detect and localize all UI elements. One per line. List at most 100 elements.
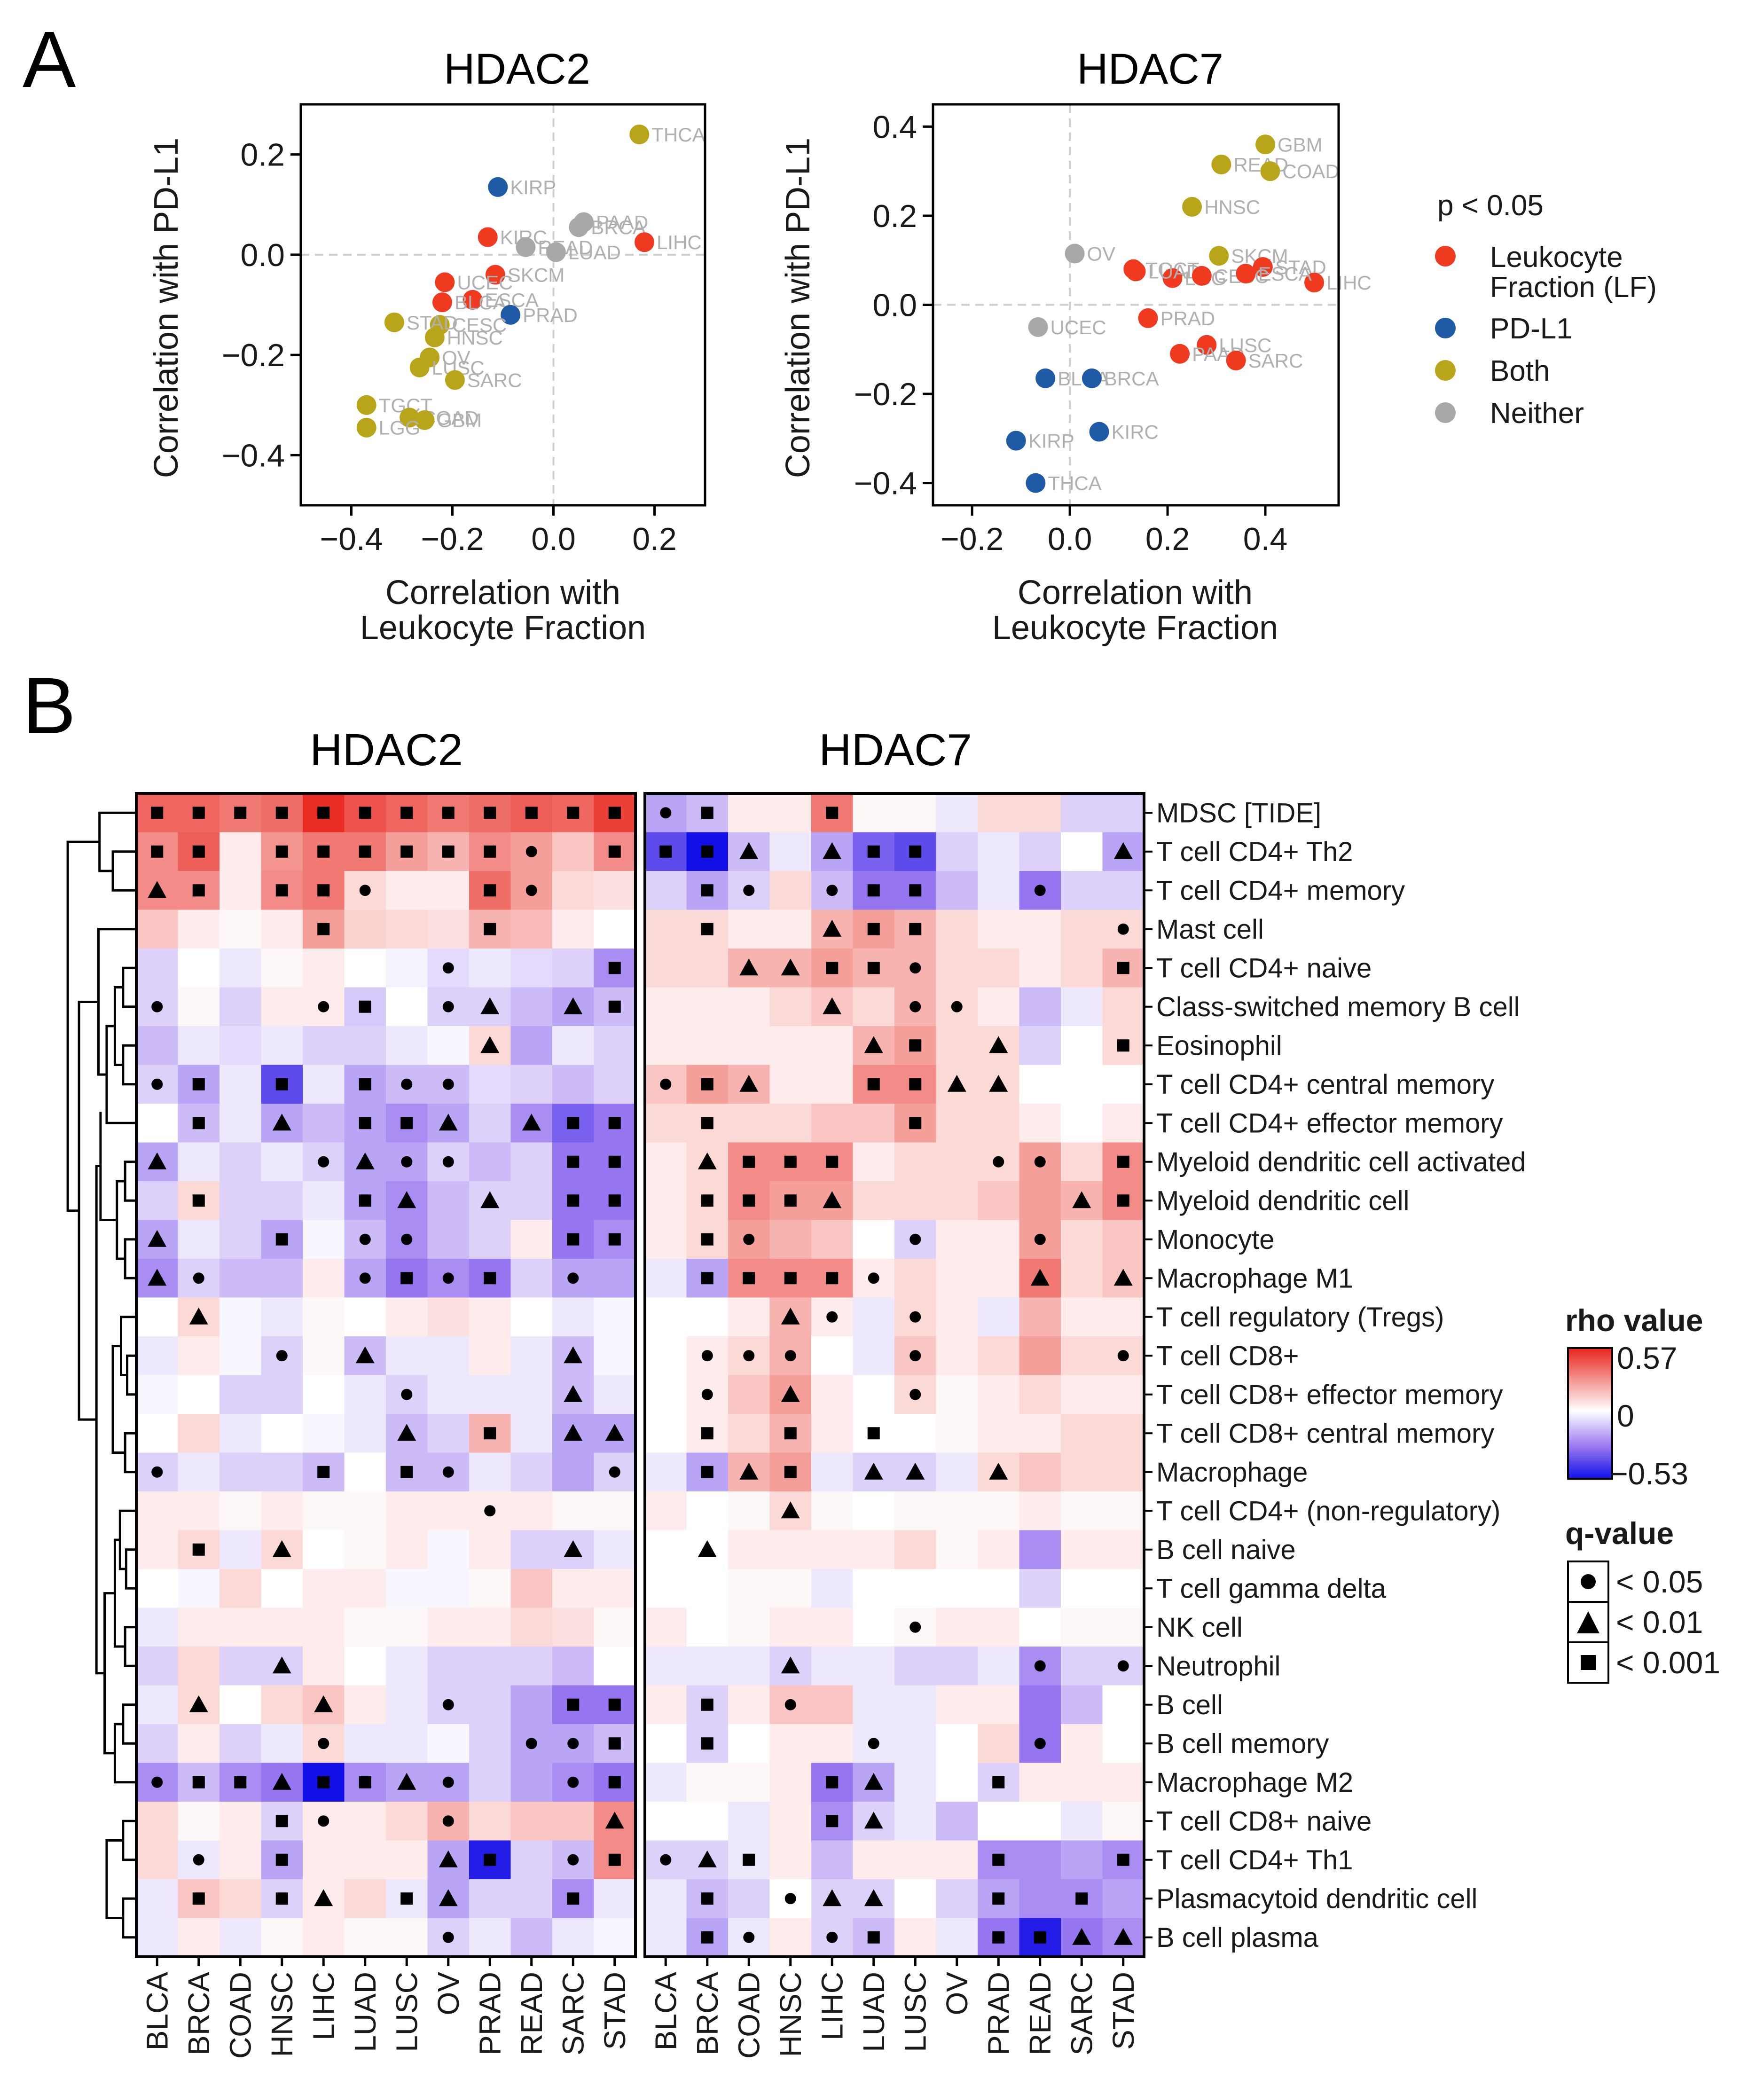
- heatmap-cell: [1019, 1763, 1061, 1802]
- heatmap-cell: [645, 1336, 687, 1376]
- heatmap-cell: [552, 1065, 595, 1104]
- qvalue-circle-marker: [567, 1776, 579, 1788]
- qvalue-square-marker: [442, 807, 455, 819]
- qvalue-triangle-marker: [947, 1074, 966, 1092]
- qvalue-square-marker: [359, 807, 371, 819]
- colorbar-gradient: [1567, 1347, 1613, 1480]
- heatmap-cell: [894, 1802, 937, 1841]
- heatmap-cell: [303, 1840, 345, 1880]
- qvalue-square-marker: [275, 807, 288, 819]
- point-label-gbm: GBM: [1278, 133, 1323, 156]
- heatmap-cell: [728, 1724, 770, 1764]
- qvalue-square-marker: [701, 1117, 713, 1129]
- column-label-read: READ: [1023, 1972, 1057, 2055]
- heatmap-cell: [220, 1647, 262, 1686]
- point-label-ucec: UCEC: [457, 272, 513, 294]
- heatmap-cell: [1102, 1452, 1145, 1492]
- heatmap-cell: [728, 1802, 770, 1841]
- heatmap-cell: [1019, 987, 1061, 1027]
- x-tick-label: −0.2: [941, 521, 1004, 557]
- heatmap-cell: [261, 1452, 303, 1492]
- heatmap-cell: [427, 1647, 470, 1686]
- heatmap-cell: [1061, 832, 1103, 871]
- heatmap-cell: [894, 1142, 937, 1182]
- heatmap-cell: [552, 1026, 595, 1066]
- qvalue-square-marker: [992, 1776, 1005, 1788]
- heatmap-cell: [645, 1375, 687, 1414]
- qvalue-triangle-marker: [397, 1772, 416, 1790]
- scatter-point-cesc: [1192, 266, 1212, 286]
- heatmap-cell: [220, 1026, 262, 1066]
- heatmap-cell: [344, 1647, 386, 1686]
- qvalue-circle-marker: [701, 1388, 713, 1400]
- point-label-thca: THCA: [1048, 472, 1101, 494]
- heatmap-cell: [1102, 1065, 1145, 1104]
- dendrogram-branch: [111, 1345, 125, 1454]
- heatmap-cell: [552, 1918, 595, 1957]
- qvalue-circle-marker: [660, 807, 672, 819]
- point-label-kirc: KIRC: [1112, 421, 1159, 443]
- heatmap-cell: [427, 871, 470, 910]
- heatmap-cell: [220, 1142, 262, 1182]
- column-label-lusc: LUSC: [898, 1972, 932, 2052]
- heatmap-cell: [645, 1142, 687, 1182]
- scatter-point-blca: [1035, 368, 1056, 388]
- scatter-hdac2: HDAC2 Correlation with Leukocyte Fractio…: [148, 45, 706, 647]
- qvalue-square-marker: [1075, 1892, 1088, 1905]
- qvalue-circle-marker: [442, 1776, 454, 1788]
- heatmap-cell: [728, 1375, 770, 1414]
- heatmap-cell: [686, 949, 729, 988]
- column-label-sarc: SARC: [556, 1972, 590, 2055]
- heatmap-cell: [978, 949, 1020, 988]
- heatmap-cell: [510, 1181, 553, 1221]
- heatmap-cell: [178, 1026, 220, 1066]
- heatmap-cell: [136, 1026, 179, 1066]
- heatmap-cell: [1061, 1802, 1103, 1841]
- heatmap-cell: [936, 832, 978, 871]
- heatmap-cell: [853, 1840, 895, 1880]
- heatmap-cell: [552, 1608, 595, 1647]
- qvalue-square-marker: [275, 1892, 288, 1905]
- heatmap-cell: [261, 1918, 303, 1957]
- heatmap-cell: [386, 1491, 428, 1531]
- qvalue-square-marker: [1117, 1853, 1129, 1866]
- heatmap-cell: [1102, 1724, 1145, 1764]
- qvalue-square-marker: [1034, 1931, 1046, 1944]
- heatmap-cell: [1061, 1724, 1103, 1764]
- heatmap-cell: [1061, 1297, 1103, 1337]
- qvalue-square-marker: [608, 1698, 621, 1711]
- y-tick-label: −0.2: [222, 337, 285, 373]
- heatmap-cell: [686, 987, 729, 1027]
- heatmap-cell: [894, 1569, 937, 1608]
- qvalue-circle-marker: [442, 1001, 454, 1012]
- row-label: Macrophage: [1156, 1457, 1308, 1488]
- point-label-cesc: CESC: [452, 314, 507, 336]
- heatmap-cell: [220, 1259, 262, 1298]
- qvalue-triangle-marker: [314, 1695, 333, 1712]
- qvalue-square-marker: [317, 1466, 330, 1478]
- heatmap-cell: [936, 1724, 978, 1764]
- heatmap-cell: [178, 910, 220, 949]
- qvalue-circle-marker: [1034, 1233, 1046, 1245]
- point-label-hnsc: HNSC: [1204, 196, 1260, 218]
- row-label: Monocyte: [1156, 1224, 1274, 1255]
- heatmap-cell: [510, 1491, 553, 1531]
- heatmap-cell: [1102, 987, 1145, 1027]
- qvalue-square-marker: [400, 1892, 413, 1905]
- heatmap-cell: [386, 1297, 428, 1337]
- qvalue-triangle-marker: [148, 1269, 167, 1286]
- heatmap-cell: [936, 1685, 978, 1725]
- heatmap-cell: [594, 1879, 636, 1919]
- heatmap-cell: [645, 1608, 687, 1647]
- qvalue-square-marker: [867, 1427, 880, 1440]
- qvalue-square-marker: [743, 1853, 755, 1866]
- heatmap-cell: [811, 1491, 854, 1531]
- qvalue-square-marker: [192, 1194, 205, 1207]
- heatmap-cell: [978, 1375, 1020, 1414]
- heatmap-cell: [136, 910, 179, 949]
- heatmap-cell: [469, 1104, 511, 1143]
- heatmap-cell: [386, 1569, 428, 1608]
- heatmap-cell: [469, 1452, 511, 1492]
- qvalue-triangle-marker: [781, 1501, 800, 1519]
- qvalue-label-005: < 0.05: [1616, 1564, 1703, 1599]
